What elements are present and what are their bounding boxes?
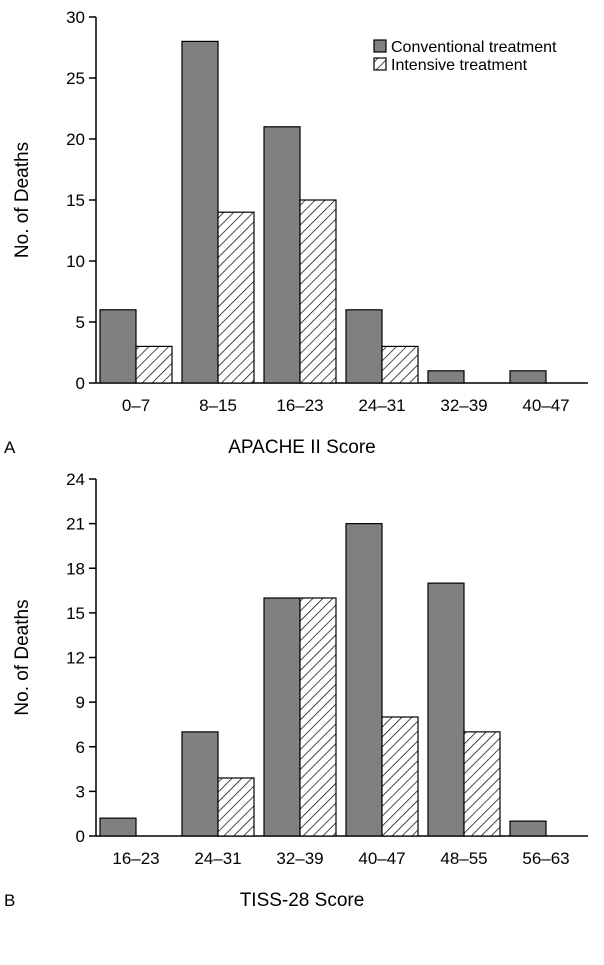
bar-conventional — [345, 309, 383, 384]
legend-swatch-conventional — [373, 39, 387, 53]
legend-label: Conventional treatment — [391, 39, 557, 56]
bar-intensive — [299, 199, 337, 384]
bar-conventional — [509, 370, 547, 384]
bar-conventional — [345, 523, 383, 837]
legend-swatch-intensive — [373, 57, 387, 71]
bar-conventional — [181, 40, 219, 384]
panel-letter: A — [4, 438, 16, 457]
bar-intensive — [381, 716, 419, 837]
x-tick-label: 56–63 — [522, 849, 569, 868]
bar-intensive — [381, 345, 419, 384]
x-tick-label: 48–55 — [440, 849, 487, 868]
x-tick-label: 0–7 — [122, 396, 150, 415]
y-tick-label: 0 — [76, 374, 85, 393]
x-tick-label: 16–23 — [112, 849, 159, 868]
x-tick-label: 8–15 — [199, 396, 237, 415]
x-axis-title: TISS-28 Score — [240, 890, 365, 911]
bar-conventional — [99, 817, 137, 837]
bar-conventional — [427, 582, 465, 837]
bar-conventional — [181, 731, 219, 837]
y-tick-label: 5 — [76, 313, 85, 332]
bar-intensive — [217, 777, 255, 837]
y-tick-label: 21 — [66, 515, 85, 534]
bar-conventional — [99, 309, 137, 384]
legend-label: Intensive treatment — [391, 57, 528, 74]
x-tick-label: 32–39 — [440, 396, 487, 415]
bar-conventional — [263, 126, 301, 384]
x-tick-label: 24–31 — [358, 396, 405, 415]
y-tick-label: 10 — [66, 252, 85, 271]
bar-intensive — [217, 211, 255, 384]
bar-intensive — [135, 345, 173, 384]
x-axis-title: APACHE II Score — [228, 437, 375, 458]
x-tick-label: 32–39 — [276, 849, 323, 868]
chart-panel-b: 0 3 6 9 12 15 18 21 24 16–23 24–31 32–39 40–47 48–55 5… — [4, 470, 588, 911]
y-axis-title: No. of Deaths — [12, 142, 33, 258]
y-tick-label: 0 — [76, 827, 85, 846]
y-tick-label: 30 — [66, 8, 85, 27]
x-tick-label: 40–47 — [522, 396, 569, 415]
y-tick-label: 3 — [76, 782, 85, 801]
bar-conventional — [509, 820, 547, 837]
y-tick-label: 15 — [66, 604, 85, 623]
y-tick-label: 12 — [66, 649, 85, 668]
y-tick-label: 25 — [66, 69, 85, 88]
y-tick-label: 18 — [66, 559, 85, 578]
x-tick-label: 16–23 — [276, 396, 323, 415]
bar-intensive — [299, 597, 337, 837]
bar-conventional — [427, 370, 465, 384]
x-tick-label: 40–47 — [358, 849, 405, 868]
y-tick-label: 15 — [66, 191, 85, 210]
x-tick-label: 24–31 — [194, 849, 241, 868]
y-axis-title: No. of Deaths — [12, 599, 33, 715]
y-tick-label: 24 — [66, 470, 85, 489]
panel-letter: B — [4, 891, 15, 910]
y-tick-label: 20 — [66, 130, 85, 149]
y-tick-label: 9 — [76, 693, 85, 712]
bar-intensive — [463, 731, 501, 837]
y-tick-label: 6 — [76, 738, 85, 757]
bar-conventional — [263, 597, 301, 837]
chart-panel-a: 0 5 10 15 20 25 30 0–7 8–15 16–23 24–31 32–39 40–47 A… — [4, 8, 588, 458]
